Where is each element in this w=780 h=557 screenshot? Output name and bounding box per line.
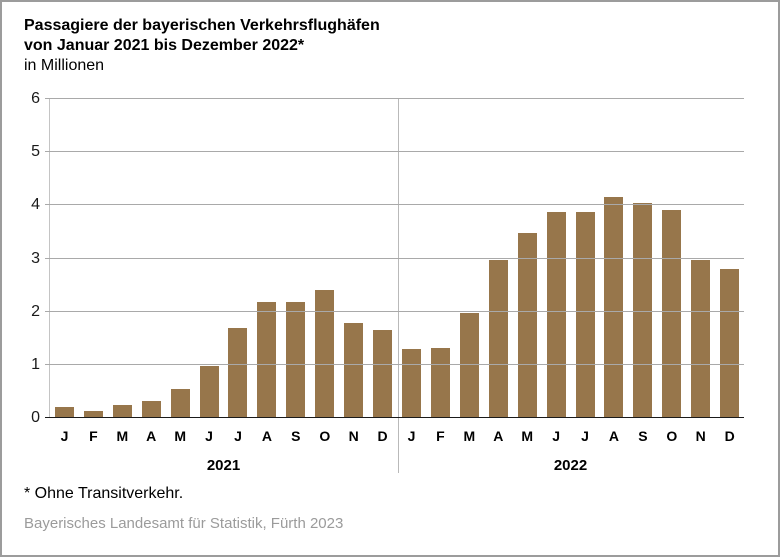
bar-2022-M4 bbox=[517, 232, 537, 418]
bar-slot bbox=[137, 99, 166, 418]
bar-2021-A7 bbox=[257, 302, 277, 418]
y-axis-tick-label: 5 bbox=[31, 143, 40, 161]
bar-slot bbox=[426, 99, 455, 418]
bar-2021-J5 bbox=[199, 366, 219, 418]
gridline bbox=[45, 204, 744, 206]
bar-2022-N10 bbox=[691, 260, 711, 418]
bar-slot bbox=[108, 99, 137, 418]
bar-slot bbox=[600, 99, 629, 418]
y-axis-tick-label: 3 bbox=[31, 249, 40, 267]
title-block: Passagiere der bayerischen Verkehrsflugh… bbox=[24, 16, 380, 76]
bar-slot bbox=[628, 99, 657, 418]
source-note: Bayerisches Landesamt für Statistik, Für… bbox=[24, 515, 344, 532]
bar-slot bbox=[513, 99, 542, 418]
bar-2022-M2 bbox=[459, 312, 479, 418]
y-axis-tick-label: 4 bbox=[31, 196, 40, 214]
bar-2021-D11 bbox=[373, 329, 393, 418]
x-axis-label: F bbox=[89, 428, 98, 444]
x-axis-label: J bbox=[407, 428, 416, 444]
x-axis-label: A bbox=[493, 428, 504, 444]
bar-2021-J0 bbox=[54, 407, 74, 418]
bar-slot bbox=[310, 99, 339, 418]
bar-2021-S8 bbox=[286, 302, 306, 418]
bar-2022-F1 bbox=[430, 347, 450, 418]
x-axis-label: M bbox=[116, 428, 129, 444]
bar-slot bbox=[715, 99, 744, 418]
bar-slot bbox=[542, 99, 571, 418]
x-axis-year-row: 2021 2022 bbox=[50, 457, 744, 474]
x-axis-label: A bbox=[608, 428, 620, 444]
y-axis-tick-label: 6 bbox=[31, 90, 40, 107]
chart-unit-label: in Millionen bbox=[24, 57, 105, 74]
x-axis-label: J bbox=[60, 428, 69, 444]
year-label-2022: 2022 bbox=[553, 457, 588, 474]
x-axis-label: N bbox=[695, 428, 706, 444]
plot-area: J F M A M J J A S O N D J F M A M J J A S O N D 2021 2022 0 1 2 3 4… bbox=[31, 90, 744, 474]
x-axis-label: O bbox=[319, 428, 331, 444]
bar-2022-J0 bbox=[402, 349, 422, 418]
x-axis-label: N bbox=[348, 428, 359, 444]
chart-title-line2: von Januar 2021 bis Dezember 2022* bbox=[24, 37, 305, 54]
chart-title-line1: Passagiere der bayerischen Verkehrsflugh… bbox=[24, 17, 380, 34]
footnote: * Ohne Transitverkehr. bbox=[24, 485, 184, 502]
x-axis-label: S bbox=[638, 428, 648, 444]
bar-series bbox=[50, 99, 744, 418]
bar-2022-A3 bbox=[488, 260, 508, 418]
bar-slot bbox=[657, 99, 686, 418]
bar-slot bbox=[224, 99, 253, 418]
x-axis-label: J bbox=[552, 428, 561, 444]
x-axis-label: D bbox=[377, 428, 388, 444]
bar-2022-J6 bbox=[575, 212, 595, 418]
bar-slot bbox=[281, 99, 310, 418]
bar-slot bbox=[166, 99, 195, 418]
x-axis-line bbox=[45, 417, 744, 418]
x-axis-label: J bbox=[581, 428, 589, 444]
x-axis-label: J bbox=[205, 428, 213, 444]
gridline bbox=[45, 257, 744, 259]
x-axis-label: F bbox=[436, 428, 445, 444]
year-label-2021: 2021 bbox=[206, 457, 241, 474]
bar-2021-M4 bbox=[170, 388, 190, 418]
bar-slot bbox=[397, 99, 426, 418]
bar-slot bbox=[339, 99, 368, 418]
gridline bbox=[45, 310, 744, 312]
bar-slot bbox=[195, 99, 224, 418]
x-axis-label: O bbox=[666, 428, 678, 444]
bar-2022-J5 bbox=[546, 212, 566, 418]
bar-2021-N10 bbox=[344, 323, 364, 418]
gridline bbox=[45, 151, 744, 153]
bar-slot bbox=[368, 99, 397, 418]
x-axis-label: A bbox=[261, 428, 272, 444]
bar-2021-M2 bbox=[112, 404, 132, 418]
y-axis-tick-label: 2 bbox=[31, 302, 40, 320]
bar-slot bbox=[455, 99, 484, 418]
x-axis-label: J bbox=[234, 428, 242, 444]
year-separator-line bbox=[398, 99, 399, 473]
x-axis-label: D bbox=[724, 428, 735, 444]
bar-2021-J6 bbox=[228, 327, 248, 418]
x-axis-label: M bbox=[521, 428, 534, 444]
bar-2021-F1 bbox=[83, 411, 103, 418]
bar-2022-A7 bbox=[604, 196, 624, 418]
bar-slot bbox=[686, 99, 715, 418]
bar-slot bbox=[79, 99, 108, 418]
bar-slot bbox=[252, 99, 281, 418]
bar-2021-O9 bbox=[315, 290, 335, 418]
y-axis-tick-label: 0 bbox=[31, 409, 40, 426]
bar-2022-D11 bbox=[720, 268, 740, 418]
bar-slot bbox=[484, 99, 513, 418]
gridline bbox=[45, 363, 744, 365]
bar-2022-O9 bbox=[662, 209, 682, 418]
x-axis-label: A bbox=[146, 428, 157, 444]
x-axis-label: M bbox=[463, 428, 476, 444]
gridline bbox=[45, 98, 744, 99]
bar-2021-A3 bbox=[141, 401, 161, 418]
x-axis-label: M bbox=[174, 428, 186, 444]
bar-slot bbox=[50, 99, 79, 418]
x-axis-label: S bbox=[291, 428, 301, 444]
bar-slot bbox=[571, 99, 600, 418]
y-axis-tick-label: 1 bbox=[31, 355, 40, 373]
